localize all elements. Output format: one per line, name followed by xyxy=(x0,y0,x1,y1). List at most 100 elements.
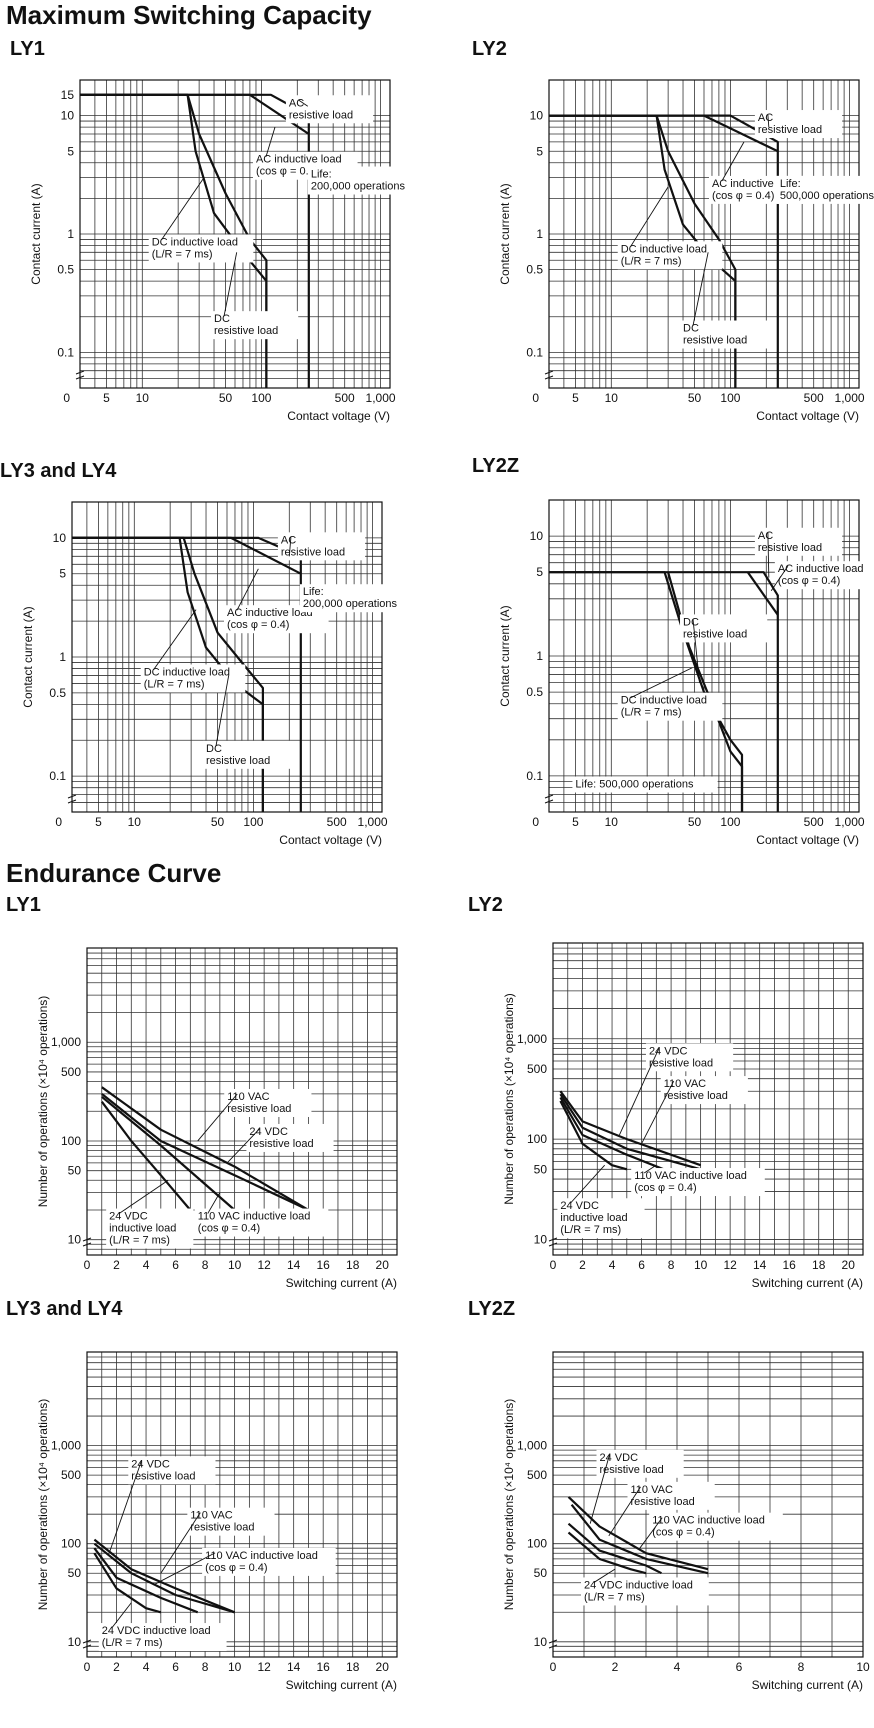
x-tick-label: 500 xyxy=(327,815,347,829)
annotation-leader xyxy=(692,252,709,326)
annotation-leader xyxy=(153,609,197,670)
annotation-label: DC resistive load xyxy=(683,616,747,640)
y-tick-label: 10 xyxy=(61,109,75,123)
x-tick-label: 8 xyxy=(798,1660,805,1674)
annotation-leader xyxy=(111,1602,132,1629)
annotation-label: DC resistive load xyxy=(683,323,747,347)
x-tick-label: 4 xyxy=(143,1258,150,1272)
series-line-2 xyxy=(100,1101,192,1211)
x-tick-label: 0 xyxy=(84,1660,91,1674)
annotation-bg xyxy=(128,1456,216,1485)
annotation-bg xyxy=(246,1123,334,1152)
annotation-label: AC resistive load xyxy=(289,97,353,121)
x-tick-label: 6 xyxy=(638,1258,645,1272)
axis-break-mark xyxy=(75,370,85,380)
y-tick-label: 0.5 xyxy=(49,686,66,700)
chart-title-end-ly2z: LY2Z xyxy=(468,1298,516,1320)
annotation-bg xyxy=(557,1198,645,1239)
annotation-bg xyxy=(754,110,843,139)
y-axis-label: Number of operations (×10⁴ operations) xyxy=(502,1399,516,1611)
chart-7: 0 2 4 6 8 10 10 50 100 500 1,000 Switching current … xyxy=(502,1351,870,1692)
axis-break-mark xyxy=(544,370,554,380)
annotation-leader xyxy=(215,675,230,746)
annotation-label: DC inductive load (L/R = 7 ms) xyxy=(621,695,707,719)
x-tick-label: 14 xyxy=(287,1660,301,1674)
annotation-leader xyxy=(236,568,259,611)
axis-break-mark xyxy=(67,794,77,804)
chart-title-end-ly1: LY1 xyxy=(6,894,41,916)
origin-label: 0 xyxy=(532,391,539,405)
x-tick-label: 0 xyxy=(550,1660,557,1674)
annotation-bg xyxy=(631,1168,765,1197)
x-tick-label: 10 xyxy=(228,1258,242,1272)
x-tick-label: 12 xyxy=(257,1258,271,1272)
annotation-bg xyxy=(617,241,723,270)
annotation-leader xyxy=(770,565,789,592)
y-tick-label: 10 xyxy=(530,109,544,123)
annotation-leader xyxy=(643,1164,657,1174)
annotation-label: DC inductive load (L/R = 7 ms) xyxy=(621,243,707,267)
x-tick-label: 14 xyxy=(287,1258,301,1272)
series-line-2 xyxy=(567,1522,662,1575)
annotation-bg xyxy=(649,1512,783,1541)
y-tick-label: 500 xyxy=(527,1062,547,1076)
axis-break-mark xyxy=(82,1639,92,1649)
annotation-label: 110 VAC resistive load xyxy=(190,1510,254,1534)
series-line-0 xyxy=(101,1086,309,1211)
y-tick-label: 10 xyxy=(534,1635,548,1649)
x-tick-label: 10 xyxy=(605,391,619,405)
annotation-bg xyxy=(645,1043,734,1072)
x-tick-label: 1,000 xyxy=(366,391,396,405)
annotation-leader xyxy=(223,252,238,317)
x-tick-label: 18 xyxy=(346,1258,360,1272)
annotation-bg xyxy=(660,1076,748,1105)
x-tick-label: 16 xyxy=(317,1258,331,1272)
y-tick-label: 0.5 xyxy=(526,685,543,699)
annotation-leader xyxy=(160,1512,201,1574)
annotation-label: AC inductive load (cos φ = 0.4) xyxy=(712,178,798,202)
annotation-label: 110 VAC inductive load (cos φ = 0.4) xyxy=(634,1170,747,1194)
series-line-1 xyxy=(101,1093,309,1211)
annotation-leader xyxy=(197,1093,238,1142)
plot-frame xyxy=(552,942,864,1256)
x-axis-label: Switching current (A) xyxy=(752,1276,863,1290)
y-axis-label: Contact current (A) xyxy=(29,183,43,284)
x-tick-label: 6 xyxy=(736,1660,743,1674)
x-tick-label: 8 xyxy=(202,1258,209,1272)
annotation-label: AC resistive load xyxy=(758,530,822,554)
y-tick-label: 100 xyxy=(61,1537,81,1551)
series-line-1 xyxy=(93,1542,235,1614)
y-tick-label: 500 xyxy=(61,1468,81,1482)
y-tick-label: 1,000 xyxy=(517,1439,547,1453)
plot-frame xyxy=(548,499,860,813)
chart-title-cap-ly2: LY2 xyxy=(472,38,507,60)
x-tick-label: 50 xyxy=(211,815,225,829)
y-tick-label: 10 xyxy=(534,1232,548,1246)
annotation-leader xyxy=(630,667,693,699)
x-tick-label: 4 xyxy=(143,1660,150,1674)
x-tick-label: 8 xyxy=(202,1660,209,1674)
annotation-leader xyxy=(593,1568,616,1583)
section-title-endurance: Endurance Curve xyxy=(6,858,222,888)
annotation-leader xyxy=(589,1454,610,1524)
y-tick-label: 100 xyxy=(61,1134,81,1148)
annotation-label: DC resistive load xyxy=(214,313,278,337)
x-tick-label: 16 xyxy=(783,1258,797,1272)
chart-title-cap-ly2z: LY2Z xyxy=(472,455,520,477)
annotation-label: AC inductive load (cos φ = 0.4) xyxy=(227,607,313,631)
x-tick-label: 2 xyxy=(579,1258,586,1272)
x-tick-label: 1,000 xyxy=(835,391,865,405)
x-tick-label: 16 xyxy=(317,1660,331,1674)
annotation-label: 24 VDC inductive load (L/R = 7 ms) xyxy=(584,1579,693,1603)
annotation-bg xyxy=(285,95,374,124)
x-axis-label: Switching current (A) xyxy=(286,1678,397,1692)
y-tick-label: 500 xyxy=(61,1065,81,1079)
x-tick-label: 50 xyxy=(688,815,702,829)
y-axis-label: Number of operations (×10⁴ operations) xyxy=(502,993,516,1205)
annotation-bg xyxy=(572,776,718,793)
annotation-label: 110 VAC resistive load xyxy=(631,1484,695,1508)
origin-label: 0 xyxy=(63,391,70,405)
